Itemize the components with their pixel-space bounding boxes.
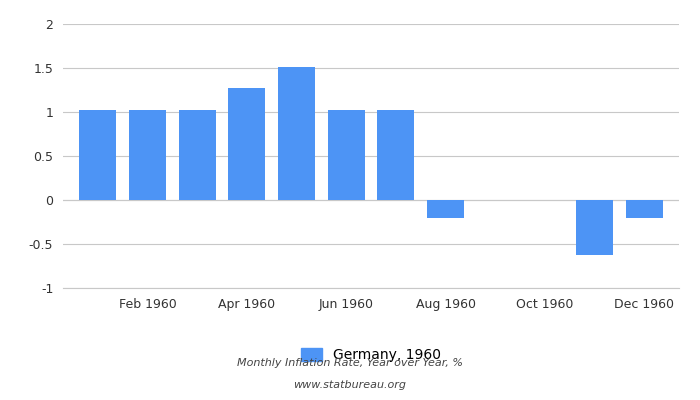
Bar: [626, 200, 663, 218]
Bar: [377, 110, 414, 200]
Text: www.statbureau.org: www.statbureau.org: [293, 380, 407, 390]
Bar: [129, 110, 166, 200]
Bar: [178, 110, 216, 200]
Bar: [576, 200, 613, 256]
Text: Monthly Inflation Rate, Year over Year, %: Monthly Inflation Rate, Year over Year, …: [237, 358, 463, 368]
Bar: [427, 200, 464, 218]
Bar: [278, 67, 315, 200]
Bar: [328, 110, 365, 200]
Legend: Germany, 1960: Germany, 1960: [295, 342, 447, 368]
Bar: [228, 88, 265, 200]
Bar: [79, 110, 116, 200]
